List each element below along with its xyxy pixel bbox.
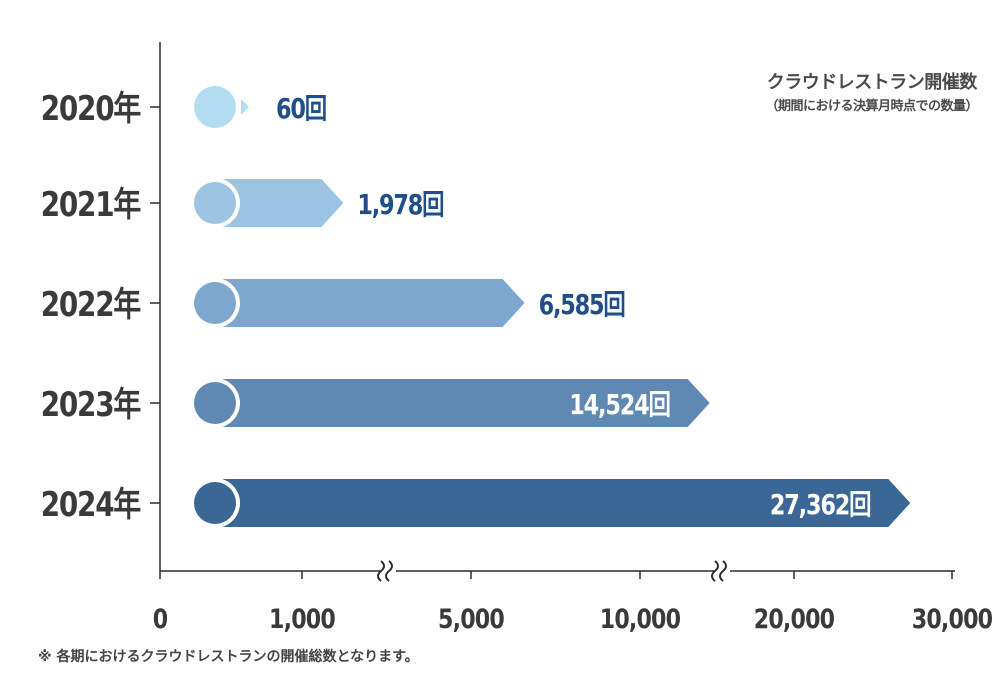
chart-title: クラウドレストラン開催数	[766, 72, 977, 93]
bar-circle	[194, 182, 236, 224]
axis-break-mark	[377, 560, 385, 582]
bar-arrow	[241, 99, 249, 115]
category-label: 2023年	[41, 385, 141, 424]
bar-circle	[194, 86, 236, 128]
bar-circle	[194, 482, 236, 524]
bar-arrow	[223, 379, 710, 427]
category-label: 2022年	[41, 285, 141, 324]
x-tick-label: 0	[153, 603, 168, 635]
chart-title-box: クラウドレストラン開催数 （期間における決算月時点での数量）	[765, 68, 978, 114]
data-label: 60回	[276, 91, 326, 124]
footnote: ※ 各期におけるクラウドレストランの開催総数となります。	[38, 649, 419, 665]
bar-arrow	[223, 279, 525, 327]
x-tick-label: 5,000	[438, 603, 504, 635]
data-label: 14,524回	[569, 387, 669, 420]
category-label: 2020年	[41, 89, 141, 128]
bar-circle	[194, 282, 236, 324]
data-label: 27,362回	[770, 487, 870, 520]
x-tick-label: 1,000	[269, 603, 335, 635]
category-label: 2024年	[41, 485, 141, 524]
bar-arrow	[223, 179, 344, 227]
x-tick-label: 20,000	[754, 603, 834, 635]
x-tick-label: 30,000	[912, 603, 992, 635]
axis-break-mark	[385, 560, 393, 582]
x-tick-label: 10,000	[600, 603, 680, 635]
data-label: 6,585回	[539, 287, 625, 320]
category-label: 2021年	[41, 185, 141, 224]
chart-subtitle: （期間における決算月時点での数量）	[765, 99, 978, 114]
axis-break-mark	[711, 560, 719, 582]
bar-circle	[194, 382, 236, 424]
axis-break-mark	[719, 560, 727, 582]
bar-arrow	[223, 479, 911, 527]
data-label: 1,978回	[357, 187, 443, 220]
